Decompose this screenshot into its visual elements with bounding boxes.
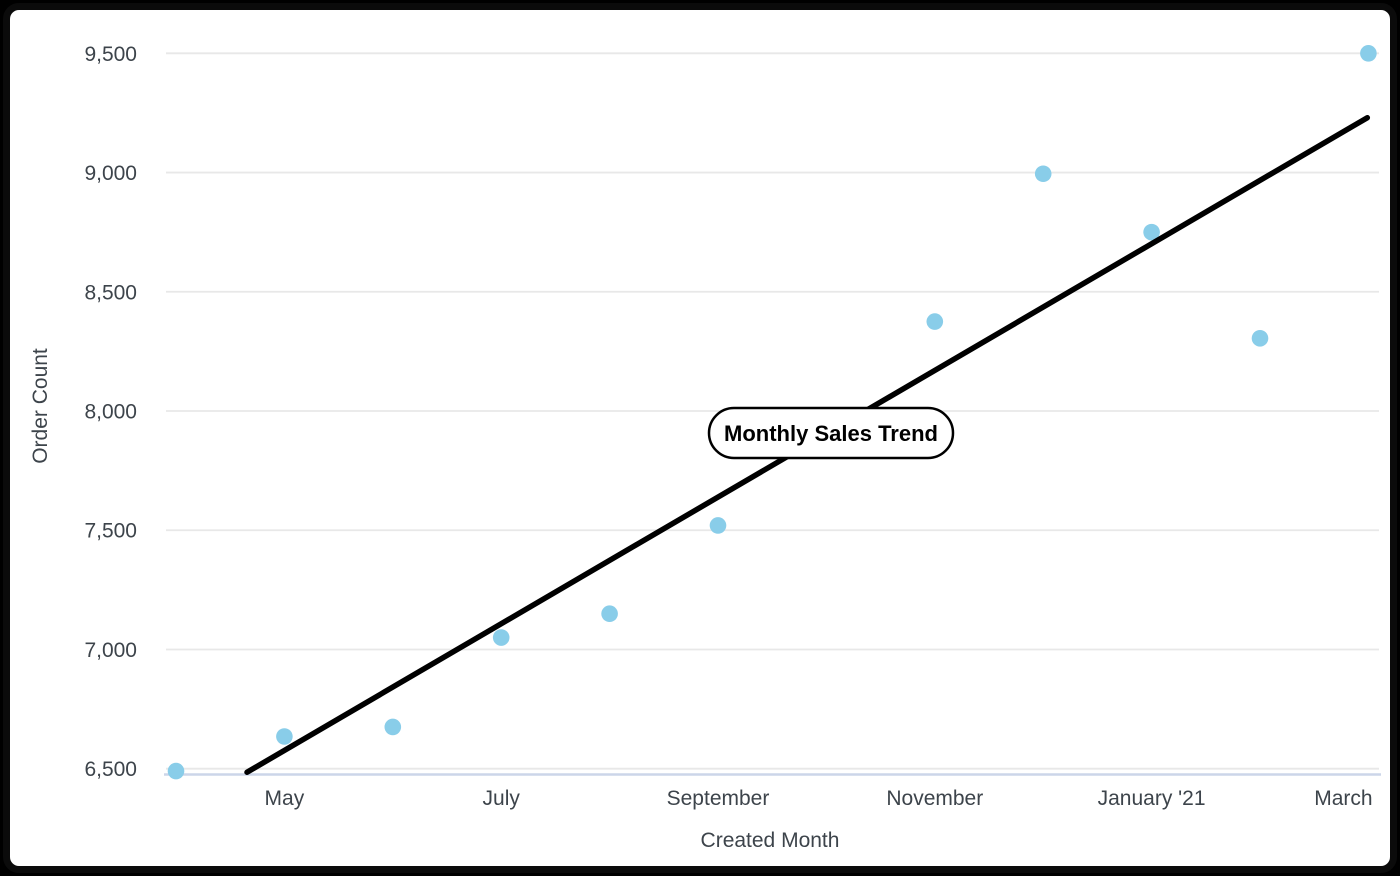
data-point-march[interactable] xyxy=(1360,45,1377,62)
x-tick-label: July xyxy=(483,787,521,810)
y-tick-label: 8,000 xyxy=(84,401,137,424)
chart-title: Monthly Sales Trend xyxy=(724,421,938,446)
data-point-april[interactable] xyxy=(167,762,185,780)
x-tick-label: March xyxy=(1314,787,1372,810)
y-tick-label: 6,500 xyxy=(84,758,137,781)
chart-title-pill xyxy=(707,406,955,460)
data-point-july[interactable] xyxy=(492,629,510,646)
data-point-august[interactable] xyxy=(601,605,618,623)
x-tick-label: January '21 xyxy=(1098,787,1206,810)
x-tick-label: November xyxy=(886,787,983,810)
x-tick-label: May xyxy=(265,787,305,810)
data-point-november[interactable] xyxy=(926,313,944,330)
y-tick-label: 7,000 xyxy=(84,639,137,662)
data-point-september[interactable] xyxy=(709,517,727,534)
monthly-sales-trend-chart: 6,500 7,000 7,500 8,000 8,500 9,000 9,500 May Ju… xyxy=(29,43,1381,852)
data-point-june[interactable] xyxy=(384,718,402,736)
data-point-december[interactable] xyxy=(1034,165,1052,183)
x-tick-label: September xyxy=(667,787,770,810)
x-axis-title: Created Month xyxy=(701,829,840,852)
y-tick-label: 9,000 xyxy=(84,162,137,185)
data-point-may[interactable] xyxy=(276,728,293,745)
y-tick-label: 9,500 xyxy=(84,43,137,66)
data-point-january-21[interactable] xyxy=(1143,223,1160,241)
y-tick-label: 8,500 xyxy=(84,281,137,304)
data-point-february[interactable] xyxy=(1251,329,1269,347)
y-tick-label: 7,500 xyxy=(84,520,137,543)
y-axis-title: Order Count xyxy=(29,348,52,464)
chart-card: 6,500 7,000 7,500 8,000 8,500 9,000 9,500 May Ju… xyxy=(3,3,1397,873)
